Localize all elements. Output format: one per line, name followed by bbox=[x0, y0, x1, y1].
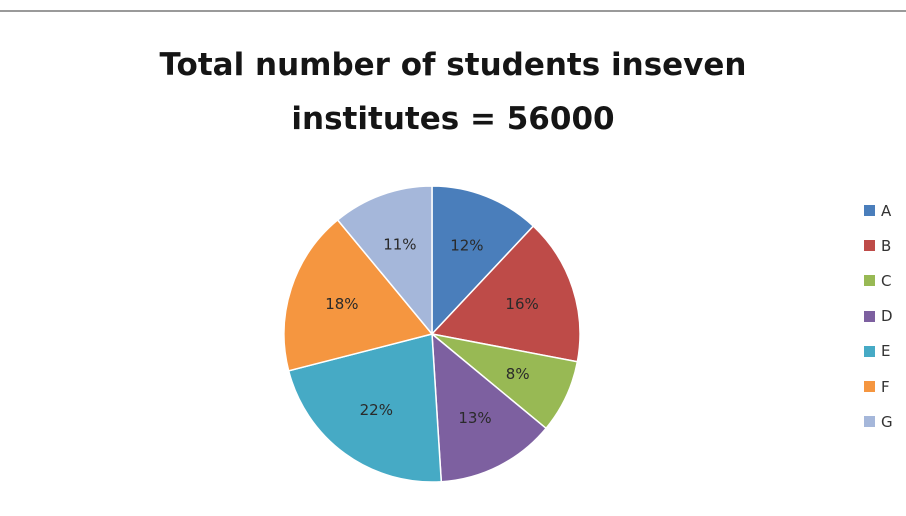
chart-title: Total number of students inseven institu… bbox=[0, 38, 906, 146]
legend-swatch-b bbox=[864, 240, 875, 252]
pie-slice-d bbox=[431, 332, 548, 483]
data-label-f: 18% bbox=[325, 295, 358, 313]
legend-swatch-f bbox=[864, 381, 875, 393]
legend-label-c: C bbox=[881, 271, 892, 290]
legend-swatch-g bbox=[864, 416, 875, 428]
pie-slice-b bbox=[430, 225, 581, 363]
legend-label-e: E bbox=[881, 342, 891, 361]
legend-swatch-c bbox=[864, 275, 875, 287]
pie-data-labels: 12% 16% 8% 13% 22% 18% 11% bbox=[325, 235, 539, 427]
pie-slices bbox=[283, 185, 581, 483]
legend-item-d: D bbox=[864, 299, 906, 334]
pie-slice-f bbox=[283, 218, 434, 372]
data-label-e: 22% bbox=[360, 401, 393, 419]
legend-label-d: D bbox=[881, 307, 893, 326]
pie-slice-e bbox=[287, 333, 443, 483]
pie-slice-a bbox=[431, 185, 535, 336]
data-label-b: 16% bbox=[505, 295, 538, 313]
legend-swatch-d bbox=[864, 310, 875, 322]
data-label-d: 13% bbox=[458, 409, 491, 427]
legend-item-b: B bbox=[864, 228, 906, 263]
data-label-a: 12% bbox=[450, 236, 483, 254]
legend-label-g: G bbox=[881, 412, 893, 431]
legend-item-g: G bbox=[864, 404, 906, 439]
legend-item-a: A bbox=[864, 193, 906, 228]
legend-swatch-a bbox=[864, 205, 875, 217]
legend-label-f: F bbox=[881, 377, 890, 396]
chart-title-line-2: institutes = 56000 bbox=[291, 101, 615, 137]
legend-item-c: C bbox=[864, 263, 906, 298]
chart-title-line-1: Total number of students inseven bbox=[159, 47, 747, 83]
pie-slice-g bbox=[336, 185, 433, 337]
legend-label-b: B bbox=[881, 236, 892, 255]
data-label-g: 11% bbox=[383, 235, 416, 253]
legend-swatch-e bbox=[864, 345, 875, 357]
legend-item-f: F bbox=[864, 369, 906, 404]
data-label-c: 8% bbox=[506, 365, 530, 383]
legend-label-a: A bbox=[881, 201, 892, 220]
legend-item-e: E bbox=[864, 334, 906, 369]
top-divider bbox=[0, 10, 906, 12]
